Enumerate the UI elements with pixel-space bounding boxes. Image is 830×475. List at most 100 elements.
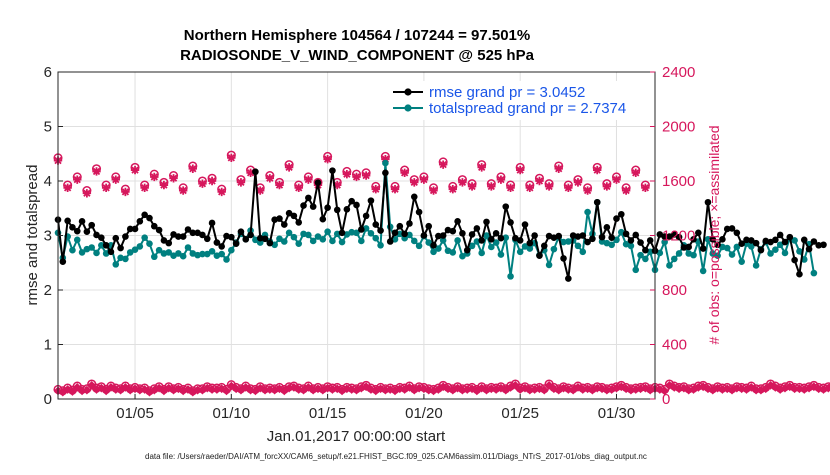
obs-assimilated-00z-marker <box>438 160 448 169</box>
rmse-point <box>791 256 798 264</box>
spread-point <box>425 239 433 246</box>
rmse-point <box>155 226 163 234</box>
spread-point <box>468 242 476 250</box>
spread-point <box>704 236 712 243</box>
rmse-point <box>536 252 543 259</box>
rmse-point <box>285 209 293 217</box>
rmse-point <box>642 246 649 254</box>
obs-low-assimilated-marker <box>785 382 795 392</box>
x-tick-label: 01/25 <box>501 405 539 422</box>
obs-assimilated-00z-marker <box>477 163 486 172</box>
rmse-point <box>579 232 587 239</box>
rmse-point <box>329 167 336 174</box>
rmse-point <box>463 246 471 254</box>
obs-low-assimilated-marker <box>72 383 82 392</box>
spread-point <box>781 249 789 257</box>
rmse-point <box>661 233 668 240</box>
spread-point <box>329 237 336 245</box>
spread-point <box>776 241 784 249</box>
spread-point <box>382 159 389 167</box>
obs-low-assimilated-marker <box>660 386 669 396</box>
obs-low-assimilated-marker <box>217 384 227 394</box>
rmse-point <box>232 240 240 247</box>
legend-spread-marker <box>404 104 412 112</box>
spread-point <box>430 248 437 256</box>
rmse-point <box>747 237 755 244</box>
obs-low-assimilated-marker <box>87 381 97 390</box>
x-tick-label: 01/05 <box>116 405 154 422</box>
rmse-point <box>175 233 182 240</box>
series-layer <box>54 159 827 282</box>
obs-assimilated-00z-marker <box>92 167 101 176</box>
obs-assimilated-12z-marker <box>467 182 477 191</box>
spread-point <box>690 251 697 259</box>
rmse-point <box>800 236 808 244</box>
rmse-point <box>617 210 625 218</box>
rmse-point <box>526 239 534 247</box>
obs-assimilated-00z-marker <box>381 155 390 164</box>
rmse-point <box>435 232 442 240</box>
obs-low-assimilated-marker <box>535 384 544 394</box>
spread-point <box>280 238 288 245</box>
obs-low-assimilated-marker <box>385 385 395 394</box>
rmse-point <box>208 219 216 227</box>
obs-low-assimilated-marker <box>68 387 77 396</box>
spread-point <box>353 229 360 237</box>
spread-point <box>309 237 317 245</box>
right-tick-label: 2400 <box>662 64 695 81</box>
rmse-point <box>483 218 490 226</box>
obs-low-assimilated-marker <box>164 383 174 393</box>
spread-point <box>122 255 129 263</box>
rmse-point <box>218 243 225 250</box>
rmse-point <box>305 194 312 202</box>
obs-assimilated-12z-marker <box>256 186 265 195</box>
left-tick-label: 5 <box>44 119 52 136</box>
rmse-point <box>603 224 611 231</box>
spread-point <box>358 237 365 245</box>
chart-title-line1: Northern Hemisphere 104564 / 107244 = 97… <box>184 27 530 44</box>
rmse-point <box>358 226 365 233</box>
spread-point <box>73 236 81 244</box>
rmse-point <box>507 219 514 226</box>
rmse-point <box>406 220 413 227</box>
rmse-point <box>146 214 153 222</box>
rmse-point <box>179 233 187 240</box>
rmse-point <box>64 217 71 225</box>
obs-assimilated-00z-marker <box>400 168 409 178</box>
obs-assimilated-12z-marker <box>602 182 612 191</box>
rmse-point <box>343 206 351 213</box>
rmse-point <box>680 244 688 251</box>
rmse-point <box>367 197 375 204</box>
rmse-point <box>382 169 389 177</box>
rmse-point <box>261 235 269 243</box>
rmse-point <box>122 233 129 240</box>
spread-point <box>545 261 553 269</box>
rmse-point <box>685 243 693 251</box>
right-axis-label: # of obs: o=possible; ×=assimilated <box>706 125 722 344</box>
spread-point <box>338 238 346 246</box>
rmse-point <box>473 225 481 232</box>
obs-assimilated-12z-marker <box>275 180 284 190</box>
rmse-point <box>709 236 717 243</box>
spread-point <box>492 239 500 246</box>
rmse-point <box>733 229 741 237</box>
spread-point <box>627 242 635 250</box>
spread-point <box>415 242 423 250</box>
spread-point <box>516 248 524 256</box>
obs-low-assimilated-marker <box>376 384 385 394</box>
spread-point <box>791 237 798 244</box>
rmse-point <box>338 229 346 237</box>
rmse-point <box>319 215 327 223</box>
rmse-point <box>73 227 81 235</box>
spread-point <box>661 238 668 246</box>
spread-point <box>150 253 158 261</box>
right-y-ticks: 0 400 800 1200 1600 2000 2400 <box>650 64 695 408</box>
spread-point <box>208 248 216 255</box>
rmse-point <box>430 242 437 249</box>
spread-point <box>165 249 173 256</box>
spread-point <box>733 243 741 251</box>
obs-assimilated-00z-marker <box>419 175 429 184</box>
obs-low-assimilated-marker <box>573 383 583 392</box>
spread-point <box>714 252 721 259</box>
